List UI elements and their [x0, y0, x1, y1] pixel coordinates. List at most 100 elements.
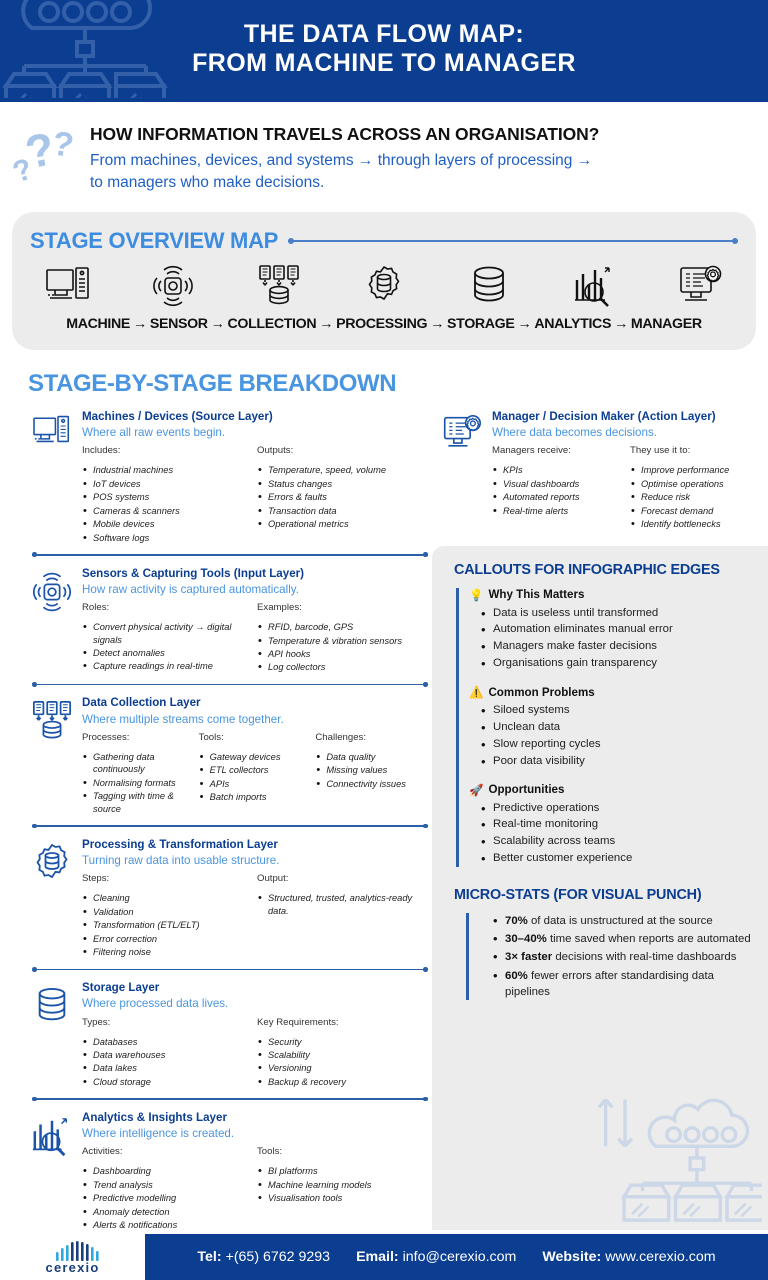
desktop-computer-icon [26, 410, 78, 450]
stage-column-list: Industrial machinesIoT devicesPOS system… [82, 463, 249, 546]
stage-block: Machines / Devices (Source Layer) Where a… [26, 406, 432, 547]
page-title-line2: FROM MACHINE TO MANAGER [192, 49, 576, 77]
cerexio-bars-logo [55, 1240, 99, 1261]
footer: cerexio Tel: +(65) 6762 9293 Email: info… [0, 1234, 768, 1280]
stage-divider [32, 1097, 428, 1101]
stage-columns: Processes: Gathering data continuouslyNor… [82, 732, 424, 816]
manager-dashboard-icon [672, 262, 728, 310]
list-item: Data warehouses [82, 1048, 249, 1063]
stage-column-heading: Tools: [257, 1146, 283, 1158]
intro-line-1: From machines, devices, and systems → th… [90, 152, 593, 169]
overview-label-machine: MACHINE [66, 315, 130, 332]
stage-column: Activities: DashboardingTrend analysisPre… [82, 1146, 249, 1233]
list-item: Data is useless until transformed [481, 604, 754, 623]
list-item: Capture readings in real-time [82, 659, 249, 674]
list-item: Transaction data [257, 504, 424, 519]
stage-column: Types: DatabasesData warehousesData lakes… [82, 1017, 249, 1091]
list-item: Data quality [315, 750, 424, 765]
footer-tel[interactable]: Tel: +(65) 6762 9293 [197, 1249, 330, 1265]
stage-column-heading: Includes: [82, 445, 121, 457]
stage-body: Manager / Decision Maker (Action Layer) … [488, 410, 760, 533]
stage-header: Machines / Devices (Source Layer) Where a… [26, 409, 424, 546]
stage-column-heading: Output: [257, 873, 289, 885]
micro-stats-group: 70% of data is unstructured at the sourc… [466, 912, 754, 1000]
list-item: Gathering data continuously [82, 750, 191, 776]
callout-heading: 🚀 Opportunities [469, 783, 754, 797]
list-item: Status changes [257, 477, 424, 492]
micro-stat-text: time saved when reports are automated [546, 933, 751, 946]
callouts-panel: CALLOUTS FOR INFOGRAPHIC EDGES 💡 Why This… [432, 545, 768, 1230]
footer-website-label: Website: [542, 1249, 602, 1265]
footer-tel-value: +(65) 6762 9293 [225, 1249, 331, 1265]
micro-stat-value: 60% [505, 969, 528, 982]
list-item: Cleaning [82, 891, 249, 906]
stage-block: Data Collection Layer Where multiple stre… [26, 692, 432, 818]
list-item: Visual dashboards [492, 477, 622, 492]
list-item: Optimise operations [630, 477, 760, 492]
footer-email-label: Email: [356, 1249, 399, 1265]
list-item: Alerts & notifications [82, 1218, 249, 1233]
cerexio-logo[interactable]: cerexio [0, 1234, 145, 1280]
overview-label-manager: MANAGER [630, 315, 702, 332]
stage-header: Processing & Transformation Layer Turning… [26, 838, 424, 960]
left-column: Machines / Devices (Source Layer) Where a… [0, 406, 432, 1235]
stage-columns: Steps: CleaningValidationTransformation (… [82, 873, 424, 960]
list-item: APIs [199, 777, 308, 792]
arrow-icon: → [614, 315, 628, 332]
rocket-icon: 🚀 [469, 783, 484, 797]
list-item: Scalability across teams [481, 832, 754, 851]
list-item: Gateway devices [199, 750, 308, 765]
list-item: Real-time alerts [492, 504, 622, 519]
list-item: Cameras & scanners [82, 504, 249, 519]
stage-header: Manager / Decision Maker (Action Layer) … [436, 410, 760, 532]
list-item: Temperature & vibration sensors [257, 633, 424, 648]
stage-body: Data Collection Layer Where multiple stre… [78, 696, 424, 816]
stage-column-list: Convert physical activity → digital sign… [82, 620, 249, 675]
stage-subtitle: Where data becomes decisions. [492, 426, 657, 440]
stage-column-heading: Managers receive: [492, 445, 571, 457]
list-item: Improve performance [630, 463, 760, 478]
micro-stats-title: MICRO-STATS (FOR VISUAL PUNCH) [454, 887, 702, 904]
list-item: Reduce risk [630, 490, 760, 505]
callout-block: 💡 Why This Matters Data is useless until t… [469, 588, 754, 673]
footer-email[interactable]: Email: info@cerexio.com [356, 1249, 516, 1265]
overview-label-row: MACHINE → SENSOR → COLLECTION → PROCESSI… [30, 312, 738, 332]
intro-line-2: to managers who make decisions. [90, 174, 325, 192]
stage-column: Challenges: Data qualityMissing valuesCon… [315, 732, 424, 816]
micro-stats-list: 70% of data is unstructured at the sourc… [479, 912, 754, 1000]
micro-stat-item: 30–40% time saved when reports are autom… [493, 930, 754, 949]
callout-heading: ⚠️ Common Problems [469, 685, 754, 700]
stage-column-heading: Tools: [198, 731, 224, 743]
stage-title: Machines / Devices (Source Layer) [82, 409, 273, 423]
stage-column-list: Data qualityMissing valuesConnectivity i… [315, 750, 424, 792]
overview-icon-row [30, 254, 738, 312]
stage-column: Examples: RFID, barcode, GPSTemperature &… [257, 602, 424, 676]
header-underline [0, 98, 768, 102]
stage-header: Data Collection Layer Where multiple stre… [26, 696, 424, 816]
stage-column-heading: Activities: [82, 1146, 123, 1158]
database-stack-icon [26, 981, 78, 1027]
overview-label-collection: COLLECTION [227, 315, 317, 332]
stage-column: Tools: BI platformsMachine learning model… [257, 1146, 424, 1232]
stage-header: Sensors & Capturing Tools (Input Layer) H… [26, 567, 424, 676]
list-item: Cloud storage [82, 1075, 249, 1090]
stage-columns: Roles: Convert physical activity → digita… [82, 602, 424, 676]
content-columns: Machines / Devices (Source Layer) Where a… [0, 406, 768, 1235]
stage-column: Managers receive: KPIsVisual dashboardsAu… [492, 445, 622, 531]
list-item: Versioning [257, 1061, 424, 1076]
arrow-icon: → [319, 315, 334, 332]
stage-block: Storage Layer Where processed data lives.… [26, 977, 432, 1091]
list-item: Automation eliminates manual error [481, 620, 754, 639]
gear-database-icon [356, 262, 412, 310]
list-item: Organisations gain transparency [481, 654, 754, 673]
arrow-icon: → [133, 315, 147, 332]
list-item: Anomaly detection [82, 1205, 249, 1220]
stage-divider [32, 967, 428, 971]
footer-website[interactable]: Website: www.cerexio.com [542, 1249, 715, 1265]
stage-column-list: Improve performanceOptimise operationsRe… [630, 463, 760, 532]
stage-column-list: DashboardingTrend analysisPredictive mod… [82, 1164, 249, 1233]
header-banner: THE DATA FLOW MAP: FROM MACHINE TO MANAG… [0, 0, 768, 98]
cerexio-logo-text: cerexio [45, 1259, 100, 1275]
list-item: Structured, trusted, analytics-ready dat… [257, 891, 424, 917]
